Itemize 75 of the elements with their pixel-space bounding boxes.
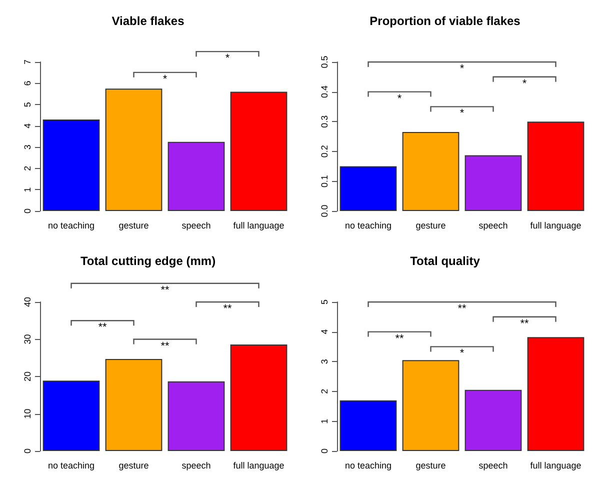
y-tick-label: 6 xyxy=(22,80,32,86)
bar xyxy=(527,337,584,451)
y-tick-label: 5 xyxy=(320,299,330,305)
y-tick-label: 0.1 xyxy=(320,174,330,188)
bar xyxy=(42,380,100,451)
bar xyxy=(527,122,584,211)
annotation: ** xyxy=(395,332,404,345)
annotation: ** xyxy=(520,318,530,330)
x-tick-label: gesture xyxy=(118,220,149,230)
y-tick-label: 2 xyxy=(320,388,330,394)
x-tick-label: speech xyxy=(478,460,508,470)
y-tick-label: 0.2 xyxy=(320,145,330,158)
bar xyxy=(230,344,288,451)
y-tick-label: 0.3 xyxy=(320,115,330,128)
chart-title: Total quality xyxy=(410,254,480,268)
y-tick-label: 0.5 xyxy=(320,56,330,68)
x-tick-label: gesture xyxy=(118,460,149,470)
annotation: ** xyxy=(98,322,108,334)
chart-title: Total cutting edge (mm) xyxy=(80,254,216,268)
y-tick-label: 0 xyxy=(320,448,330,454)
y-tick-label: 7 xyxy=(22,59,32,65)
annotation: * xyxy=(225,52,230,65)
annotation: * xyxy=(460,348,465,360)
chart-title: Viable flakes xyxy=(112,14,185,28)
x-tick-label: gesture xyxy=(416,220,446,230)
x-tick-label: no teaching xyxy=(48,220,95,230)
y-tick-label: 1 xyxy=(320,418,330,424)
bar xyxy=(340,400,397,451)
x-tick-label: full language xyxy=(233,460,284,470)
x-tick-label: full language xyxy=(530,460,582,470)
y-tick-label: 20 xyxy=(22,371,32,382)
bar xyxy=(168,381,225,451)
bar xyxy=(340,166,397,211)
y-tick-label: 10 xyxy=(22,408,32,419)
y-tick-label: 0.0 xyxy=(320,204,330,218)
bar xyxy=(402,360,460,451)
x-tick-label: no teaching xyxy=(48,460,95,470)
y-tick-label: 40 xyxy=(22,296,32,308)
x-tick-label: speech xyxy=(182,220,211,230)
y-tick-label: 3 xyxy=(22,144,32,150)
annotation: ** xyxy=(160,340,170,352)
annotation: * xyxy=(397,92,402,105)
y-tick-label: 4 xyxy=(22,123,32,128)
annotation: ** xyxy=(458,303,467,315)
y-tick-label: 4 xyxy=(320,329,330,334)
bar xyxy=(42,119,100,211)
x-tick-label: speech xyxy=(182,460,211,470)
y-tick-label: 0 xyxy=(22,448,32,454)
bar xyxy=(230,92,288,211)
y-tick-label: 30 xyxy=(22,334,32,344)
x-tick-label: speech xyxy=(478,220,508,230)
y-tick-label: 1 xyxy=(22,187,32,192)
text: ** xyxy=(160,284,170,296)
annotation: * xyxy=(162,73,168,86)
chart-title: Proportion of viable flakes xyxy=(370,14,521,28)
bar xyxy=(105,88,162,211)
x-tick-label: full language xyxy=(233,220,284,230)
y-tick-label: 3 xyxy=(320,359,330,364)
bar xyxy=(464,155,522,211)
bar xyxy=(105,358,162,451)
y-tick-label: 2 xyxy=(22,166,32,171)
bar xyxy=(464,390,522,451)
bar xyxy=(402,132,460,211)
y-tick-label: 5 xyxy=(22,102,32,108)
annotation: * xyxy=(522,78,528,90)
annotation: ** xyxy=(223,303,232,315)
annotation: * xyxy=(460,108,465,120)
y-tick-label: 0 xyxy=(22,208,32,214)
x-tick-label: full language xyxy=(530,220,582,230)
bar xyxy=(168,142,225,211)
annotation: * xyxy=(460,63,465,75)
x-tick-label: no teaching xyxy=(344,220,392,230)
y-tick-label: 0.4 xyxy=(320,86,330,98)
x-tick-label: gesture xyxy=(416,460,446,470)
x-tick-label: no teaching xyxy=(344,460,392,470)
